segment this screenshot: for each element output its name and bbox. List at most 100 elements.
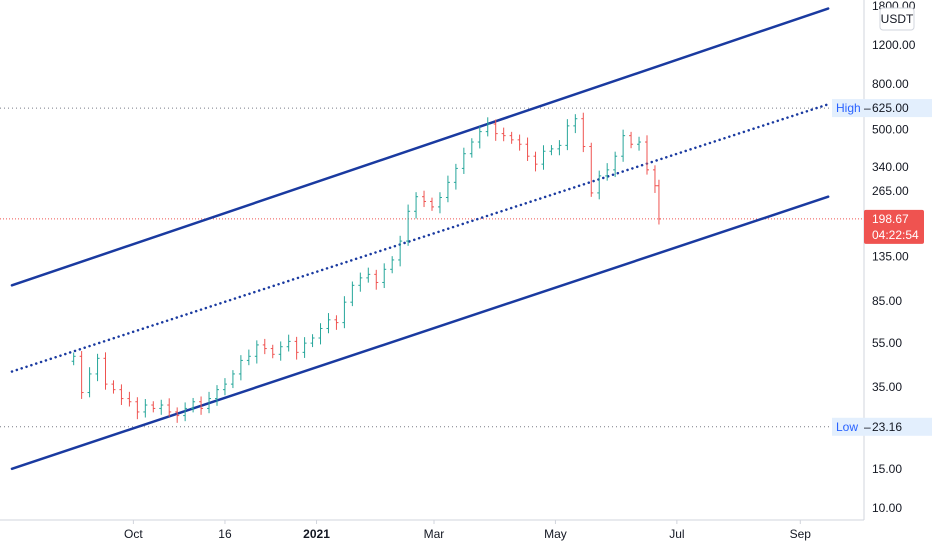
price-tick-label: 85.00 — [872, 294, 902, 308]
price-bar — [461, 147, 466, 174]
time-axis[interactable]: Oct 16 2021 Mar May Jul Sep — [124, 520, 811, 541]
price-bar — [605, 163, 610, 181]
price-tick-label: 35.00 — [872, 380, 902, 394]
price-bar — [183, 402, 188, 422]
price-bar — [374, 269, 379, 290]
price-bar — [565, 119, 570, 151]
price-bar — [318, 323, 323, 345]
price-bar — [581, 112, 586, 153]
price-bar — [262, 338, 267, 355]
tag-value: 625.00 — [872, 101, 909, 115]
price-bar — [645, 135, 650, 175]
price-bar — [589, 142, 594, 197]
price-bar — [517, 134, 522, 151]
price-bar — [127, 391, 132, 407]
price-tick-label: 265.00 — [872, 184, 909, 198]
price-tick-label: 500.00 — [872, 123, 909, 137]
price-bar — [652, 165, 657, 193]
tag-background — [832, 99, 932, 118]
channel-middle-line — [10, 103, 830, 373]
price-bar — [493, 119, 498, 141]
price-bar — [79, 351, 84, 399]
price-bar — [286, 334, 291, 352]
price-bar — [167, 398, 172, 417]
price-axis[interactable]: 1800.001200.00800.00500.00340.00135.0085… — [872, 0, 916, 515]
price-bar — [175, 407, 180, 423]
tag-label: Low — [836, 420, 858, 434]
price-bar — [135, 397, 140, 420]
horizontal-lines — [0, 107, 864, 428]
price-bar — [549, 145, 554, 156]
price-tick-label: 10.00 — [872, 501, 902, 515]
price-bar — [334, 315, 339, 330]
price-tick-label: 1200.00 — [872, 38, 916, 52]
price-bar — [656, 179, 661, 225]
tag-dash: – — [864, 420, 871, 434]
price-bar — [557, 140, 562, 156]
price-bar — [637, 136, 642, 151]
time-tick-label: Sep — [790, 527, 812, 541]
price-bar — [143, 399, 148, 418]
price-bar — [326, 313, 331, 334]
time-tick-label: Jul — [669, 527, 684, 541]
price-bar — [414, 192, 419, 219]
price-tick-label: 15.00 — [872, 462, 902, 476]
price-bar — [501, 127, 506, 142]
price-bar — [621, 129, 626, 162]
price-bar — [71, 352, 76, 366]
low-tag: Low 23.16– — [832, 417, 932, 436]
price-bar — [207, 391, 212, 414]
price-bar — [278, 341, 283, 361]
price-bar — [310, 334, 315, 348]
price-bar — [119, 384, 124, 405]
time-tick-label: May — [544, 527, 567, 541]
price-bar — [453, 163, 458, 190]
last-price-value: 198.67 — [872, 212, 909, 226]
price-bar — [199, 396, 204, 415]
price-bar — [222, 378, 227, 396]
price-tick-label: 55.00 — [872, 336, 902, 350]
countdown-timer: 04:22:54 — [872, 228, 919, 242]
price-bar — [445, 175, 450, 203]
price-bar — [302, 337, 307, 358]
price-bar — [437, 192, 442, 214]
price-bar — [159, 399, 164, 415]
price-bar — [477, 126, 482, 149]
high-tag: High 625.00– — [832, 99, 932, 118]
price-bar — [430, 197, 434, 211]
currency-text: USDT — [881, 12, 914, 26]
price-bar — [191, 397, 196, 413]
time-tick-label: Oct — [124, 527, 143, 541]
channel-upper-line — [10, 7, 830, 287]
price-bar — [358, 272, 363, 292]
price-bar — [246, 349, 251, 366]
price-bar — [541, 145, 546, 170]
price-tick-label: 135.00 — [872, 249, 909, 263]
price-bar — [151, 401, 156, 413]
price-bar — [525, 137, 530, 161]
price-bar — [366, 267, 371, 283]
tag-background — [832, 417, 932, 436]
price-tag-background — [864, 209, 924, 244]
price-bar — [230, 370, 235, 389]
time-tick-label: 2021 — [303, 527, 330, 541]
last-price-tag: 198.67 04:22:54 — [864, 209, 924, 244]
trend-channel[interactable] — [10, 7, 830, 471]
price-bar — [469, 138, 474, 158]
axis-tags: High 625.00– Low 23.16– 265.00 198.67 04:22:54 — [832, 99, 932, 436]
currency-label[interactable]: USDT — [879, 7, 915, 31]
price-bars — [71, 112, 661, 423]
price-bar — [597, 170, 602, 200]
price-bar — [485, 117, 490, 137]
price-bar — [573, 114, 578, 134]
price-tick-label: 800.00 — [872, 77, 909, 91]
price-bar — [294, 336, 299, 360]
price-bar — [103, 352, 108, 390]
price-bar — [398, 235, 403, 267]
price-bar — [95, 353, 100, 382]
price-bar — [342, 296, 347, 329]
price-bar — [111, 380, 116, 394]
channel-lower-line — [10, 195, 830, 471]
price-bar — [613, 151, 618, 178]
